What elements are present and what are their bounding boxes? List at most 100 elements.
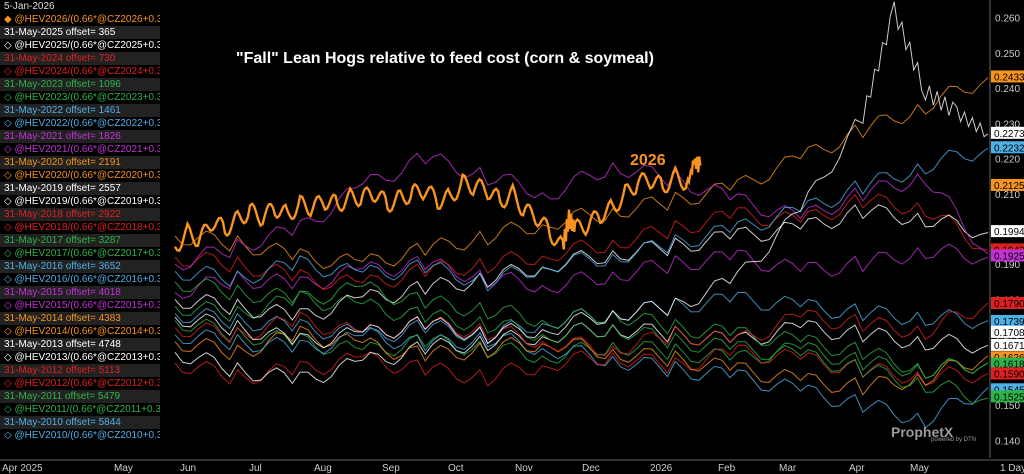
series-line — [174, 344, 989, 387]
value-tag-label: 0.2125 — [994, 181, 1024, 192]
value-tag-bg — [991, 357, 1024, 370]
series-line — [174, 318, 989, 379]
legend-diamond-icon: ◇ — [4, 92, 15, 103]
legend-item[interactable]: ◇ @HEV2024/(0.66*@CZ2024+0.33... — [0, 65, 160, 78]
value-tag-label: 0.2433 — [994, 72, 1024, 83]
legend-item[interactable]: 31-May-2020 offset= 2191 — [0, 156, 160, 169]
value-tag-bg — [991, 126, 1024, 139]
legend-item-label: 31-May-2019 offset= 2557 — [4, 183, 121, 194]
legend-item[interactable]: ◇ @HEV2015/(0.66*@CZ2015+0.33... — [0, 299, 160, 312]
y-tick-label: 0.250 — [995, 49, 1020, 60]
series-line — [174, 325, 989, 396]
legend-item[interactable]: ◇ @HEV2022/(0.66*@CZ2022+0.33... — [0, 117, 160, 130]
legend-diamond-icon: ◇ — [4, 222, 15, 233]
value-tag-label: 0.1925 — [994, 251, 1024, 262]
value-tag-bg — [991, 367, 1024, 380]
legend-item[interactable]: 31-May-2019 offset= 2557 — [0, 182, 160, 195]
legend-item[interactable]: 31-May-2013 offset= 4748 — [0, 338, 160, 351]
y-tick-label: 0.240 — [995, 84, 1020, 95]
legend-item[interactable]: ◇ @HEV2013/(0.66*@CZ2013+0.33... — [0, 351, 160, 364]
series-line — [174, 152, 989, 271]
legend-item[interactable]: ◇ @HEV2016/(0.66*@CZ2016+0.33... — [0, 273, 160, 286]
legend-item[interactable]: 31-May-2018 offset= 2922 — [0, 208, 160, 221]
legend-diamond-icon: ◇ — [4, 430, 15, 441]
legend-item-label: @HEV2026/(0.66*@CZ2026+0.33... — [14, 14, 160, 25]
legend-item[interactable]: 31-May-2011 offset= 5479 — [0, 390, 160, 403]
legend-item[interactable]: 31-May-2015 offset= 4018 — [0, 286, 160, 299]
legend-item[interactable]: ◇ @HEV2021/(0.66*@CZ2021+0.33... — [0, 143, 160, 156]
value-tag-bg — [991, 141, 1024, 154]
x-tick-label: Nov — [515, 463, 533, 474]
legend-item-label: @HEV2018/(0.66*@CZ2018+0.33... — [14, 222, 160, 233]
x-tick-label: Feb — [718, 463, 736, 474]
legend-item[interactable]: 31-May-2014 offset= 4383 — [0, 312, 160, 325]
legend-item-label: 31-May-2014 offset= 4383 — [4, 313, 121, 324]
value-tag-bg — [991, 325, 1024, 338]
y-tick-label: 0.260 — [995, 14, 1020, 25]
value-tag-label: 0.1708 — [994, 328, 1024, 339]
legend-item-label: @HEV2020/(0.66*@CZ2020+0.33... — [14, 170, 160, 181]
legend-item[interactable]: 31-May-2022 offset= 1461 — [0, 104, 160, 117]
legend-item[interactable]: ◇ @HEV2014/(0.66*@CZ2014+0.33... — [0, 325, 160, 338]
value-tag-label: 0.1525 — [994, 392, 1024, 403]
value-tag-label: 0.1671 — [994, 341, 1024, 352]
value-tag-label: 0.2232 — [994, 143, 1024, 154]
legend-item-label: 31-May-2023 offset= 1096 — [4, 79, 121, 90]
legend-diamond-icon: ◇ — [4, 196, 15, 207]
series-line — [174, 193, 989, 291]
legend-item-label: @HEV2012/(0.66*@CZ2012+0.33... — [14, 378, 160, 389]
legend-item[interactable]: 31-May-2017 offset= 3287 — [0, 234, 160, 247]
legend-item[interactable]: 31-May-2025 offset= 365 — [0, 26, 160, 39]
legend-item-label: 31-May-2015 offset= 4018 — [4, 287, 121, 298]
legend-item[interactable]: 31-May-2021 offset= 1826 — [0, 130, 160, 143]
legend-item[interactable]: ◇ @HEV2020/(0.66*@CZ2020+0.33... — [0, 169, 160, 182]
legend-diamond-icon: ◆ — [4, 14, 15, 25]
legend-item[interactable]: 31-May-2024 offset= 730 — [0, 52, 160, 65]
chart-title: "Fall" Lean Hogs relative to feed cost (… — [236, 50, 654, 67]
legend-diamond-icon: ◇ — [4, 248, 15, 259]
series-line — [174, 1, 989, 349]
legend-item-label: 31-May-2021 offset= 1826 — [4, 131, 121, 142]
legend: 5-Jan-2026 ◆ @HEV2026/(0.66*@CZ2026+0.3 3… — [0, 0, 160, 442]
legend-item[interactable]: ◇ @HEV2011/(0.66*@CZ2011+0.33... — [0, 403, 160, 416]
value-tag-label: 0.1618 — [994, 360, 1024, 371]
legend-item[interactable]: 31-May-2016 offset= 3652 — [0, 260, 160, 273]
legend-diamond-icon: ◇ — [4, 352, 15, 363]
legend-item[interactable]: 31-May-2023 offset= 1096 — [0, 78, 160, 91]
legend-item-label: 31-May-2016 offset= 3652 — [4, 261, 121, 272]
legend-item[interactable]: ◇ @HEV2017/(0.66*@CZ2017+0.33... — [0, 247, 160, 260]
value-tag-bg — [991, 70, 1024, 83]
value-tag-label: 0.1994 — [994, 227, 1024, 238]
x-tick-label: Jun — [180, 463, 196, 474]
legend-diamond-icon: ◇ — [4, 66, 15, 77]
series-line — [174, 302, 989, 357]
legend-item-label: @HEV2013/(0.66*@CZ2013+0.33... — [14, 352, 160, 363]
legend-item-label: @HEV2024/(0.66*@CZ2024+0.33... — [14, 66, 160, 77]
legend-item[interactable]: ◇ @HEV2025/(0.66*@CZ2025+0.33... — [0, 39, 160, 52]
x-tick-label: Mar — [779, 463, 797, 474]
legend-item[interactable]: 31-May-2010 offset= 5844 — [0, 416, 160, 429]
value-tag-bg — [991, 338, 1024, 351]
legend-item-label: @HEV2025/(0.66*@CZ2025+0.33... — [14, 40, 160, 51]
legend-item-label: @HEV2017/(0.66*@CZ2017+0.33... — [14, 248, 160, 259]
legend-item[interactable]: ◇ @HEV2019/(0.66*@CZ2019+0.33... — [0, 195, 160, 208]
legend-item[interactable]: ◇ @HEV2018/(0.66*@CZ2018+0.33... — [0, 221, 160, 234]
legend-item[interactable]: ◇ @HEV2010/(0.66*@CZ2010+0.33... — [0, 429, 160, 442]
annotation-2026: 2026 — [630, 152, 666, 169]
series-line — [174, 243, 989, 300]
legend-item-label: 31-May-2018 offset= 2922 — [4, 209, 121, 220]
legend-diamond-icon: ◇ — [4, 326, 15, 337]
x-tick-label: Dec — [582, 463, 600, 474]
legend-diamond-icon: ◇ — [4, 118, 15, 129]
x-tick-label: 2026 — [650, 463, 673, 474]
legend-item[interactable]: ◇ @HEV2023/(0.66*@CZ2023+0.33... — [0, 91, 160, 104]
series-line — [174, 278, 989, 379]
legend-item[interactable]: 31-May-2012 offset= 5113 — [0, 364, 160, 377]
legend-item-label: @HEV2021/(0.66*@CZ2021+0.33... — [14, 144, 160, 155]
series-line — [174, 77, 989, 270]
series-line — [174, 290, 989, 404]
value-tag-label: 0.1790 — [994, 299, 1024, 310]
legend-item[interactable]: ◆ @HEV2026/(0.66*@CZ2026+0.33... — [0, 13, 160, 26]
legend-item[interactable]: ◇ @HEV2012/(0.66*@CZ2012+0.33... — [0, 377, 160, 390]
